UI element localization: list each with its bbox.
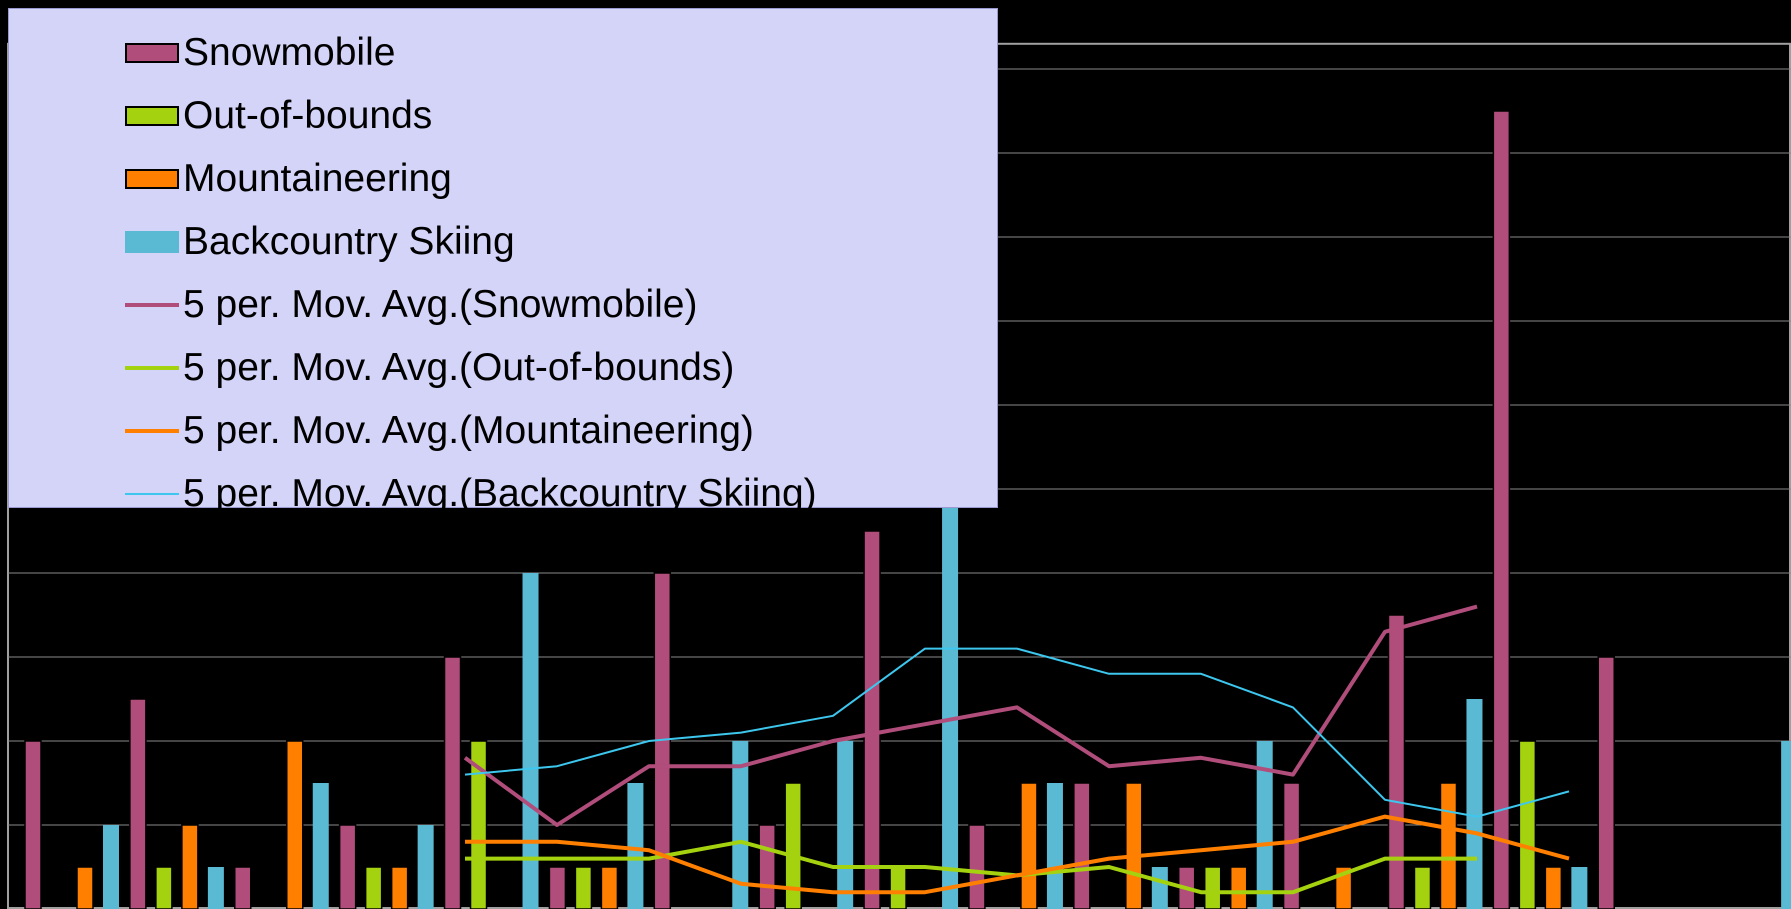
bar-backcountry-skiing [1781,741,1791,909]
bar-snowmobile [758,824,776,909]
bar-snowmobile [1387,614,1406,909]
bar-snowmobile [968,824,986,909]
legend-item-snowmobile: Snowmobile [125,28,395,78]
ma-snowmobile-swatch [125,303,179,307]
out-of-bounds-swatch [125,106,179,126]
bar-mountaineering [1544,866,1563,909]
bar-backcountry-skiing [837,741,854,909]
bar-backcountry-skiing [103,825,119,909]
bar-backcountry-skiing [732,741,749,909]
bars [24,110,1791,909]
ma-mountaineering-swatch [125,429,179,433]
bar-snowmobile [1492,110,1511,909]
bar-snowmobile [1282,782,1301,909]
bar-mountaineering [76,866,94,909]
bar-backcountry-skiing [1256,741,1273,909]
bar-backcountry-skiing [1046,783,1063,909]
legend-item-out-of-bounds: Out-of-bounds [125,91,432,141]
bar-out-of-bounds [469,740,488,909]
bar-backcountry-skiing [417,825,434,909]
line-5-per-mov-avg-out-of-bounds- [465,839,1477,895]
moving-average-lines [463,604,1570,895]
bar-backcountry-skiing [312,783,329,909]
bar-out-of-bounds [1203,866,1222,909]
bar-backcountry-skiing [1466,699,1483,909]
line-5-per-mov-avg-backcountry-skiing- [464,647,1570,818]
legend-item-ma-backcountry-skiing: 5 per. Mov. Avg.(Backcountry Skiing) [125,469,817,519]
snowmobile-swatch [125,43,179,63]
bar-snowmobile [443,656,462,909]
bar-mountaineering [1334,866,1353,909]
bar-out-of-bounds [364,866,383,909]
legend-label-backcountry-skiing: Backcountry Skiing [183,220,515,263]
line-5-per-mov-avg-snowmobile- [463,604,1478,827]
bar-snowmobile [1073,782,1091,909]
bar-snowmobile [1597,656,1615,909]
bar-snowmobile [548,866,567,909]
bar-out-of-bounds [155,866,173,909]
bar-mountaineering [390,866,409,909]
legend-item-ma-mountaineering: 5 per. Mov. Avg.(Mountaineering) [125,406,754,456]
bar-backcountry-skiing [207,867,224,909]
bar-mountaineering [286,740,304,909]
bar-mountaineering [1439,782,1458,909]
line-5-per-mov-avg-mountaineering- [465,814,1570,895]
bar-out-of-bounds [784,782,802,909]
bar-snowmobile [338,824,357,909]
legend-label-mountaineering: Mountaineering [183,157,452,200]
bar-backcountry-skiing [1571,867,1588,909]
bar-out-of-bounds [1413,866,1432,909]
bar-snowmobile [863,530,881,909]
legend-label-ma-snowmobile: 5 per. Mov. Avg.(Snowmobile) [183,283,698,326]
legend-label-ma-out-of-bounds: 5 per. Mov. Avg.(Out-of-bounds) [183,346,735,389]
legend-item-backcountry-skiing: Backcountry Skiing [125,217,515,267]
bar-backcountry-skiing [522,573,539,909]
bar-snowmobile [234,866,252,909]
legend-label-snowmobile: Snowmobile [183,31,396,74]
bar-backcountry-skiing [627,783,644,909]
legend: Snowmobile Out-of-bounds Mountaineering … [8,8,998,515]
bar-mountaineering [1229,866,1248,909]
bar-snowmobile [129,698,147,909]
ma-backcountry-skiing-swatch [125,493,179,495]
mountaineering-swatch [125,169,179,189]
bar-mountaineering [1125,782,1143,909]
backcountry-skiing-swatch [125,231,179,253]
bar-backcountry-skiing [1151,867,1168,909]
bar-out-of-bounds [889,866,907,909]
bar-out-of-bounds [574,866,593,909]
legend-label-ma-mountaineering: 5 per. Mov. Avg.(Mountaineering) [183,409,754,452]
ma-out-of-bounds-swatch [125,366,179,370]
bar-mountaineering [181,824,199,909]
legend-label-ma-backcountry-skiing: 5 per. Mov. Avg.(Backcountry Skiing) [183,472,817,515]
bar-mountaineering [1020,782,1038,909]
bar-snowmobile [24,740,42,909]
legend-label-out-of-bounds: Out-of-bounds [183,94,433,137]
legend-item-ma-snowmobile: 5 per. Mov. Avg.(Snowmobile) [125,280,697,330]
bar-mountaineering [600,866,619,909]
bar-out-of-bounds [1518,740,1537,909]
legend-item-ma-out-of-bounds: 5 per. Mov. Avg.(Out-of-bounds) [125,343,734,393]
legend-item-mountaineering: Mountaineering [125,154,452,204]
